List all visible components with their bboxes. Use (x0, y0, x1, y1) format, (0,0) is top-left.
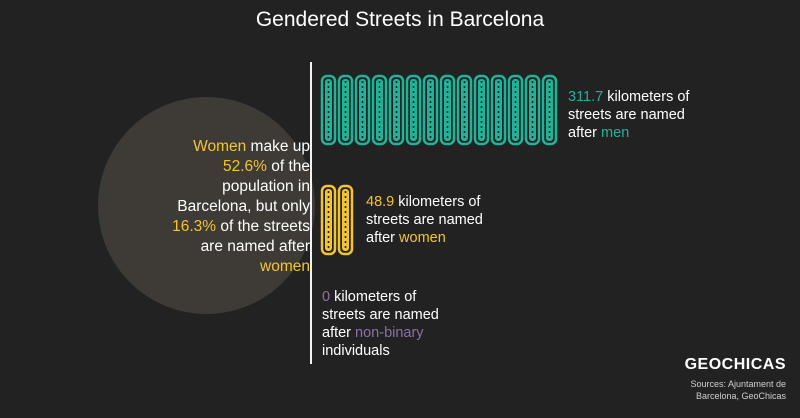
stat-text: after (366, 230, 400, 246)
nonbinary-stat: 0 kilometers of streets are named after … (322, 288, 439, 360)
women-label: Women (193, 138, 247, 155)
stat-text: streets are named (568, 107, 685, 123)
men-street (541, 74, 558, 146)
men-street (490, 74, 507, 146)
men-label: men (601, 125, 630, 141)
men-street (320, 74, 337, 146)
statement-text: of the (266, 158, 310, 175)
streets-percent: 16.3% (172, 218, 217, 235)
population-statement: Women make up 52.6% of the population in… (150, 137, 310, 277)
stat-text: after (568, 125, 602, 141)
men-street (524, 74, 541, 146)
women-street (320, 184, 337, 256)
men-km-value: 311.7 (568, 89, 604, 105)
statement-text: make up (246, 138, 310, 155)
men-street (388, 74, 405, 146)
page-title: Gendered Streets in Barcelona (255, 8, 545, 31)
women-km-value: 48.9 (366, 194, 395, 210)
population-percent: 52.6% (222, 158, 267, 175)
nonbinary-km-value: 0 (322, 289, 331, 305)
stat-text: kilometers of (394, 194, 481, 210)
men-street (405, 74, 422, 146)
nonbinary-label: non-binary (355, 325, 424, 341)
statement-text: population in (222, 178, 310, 195)
stat-text: streets are named (366, 212, 483, 228)
women-label: women (260, 258, 310, 275)
men-stat: 311.7 kilometers of streets are named af… (568, 88, 689, 142)
statement-text: are named after (200, 238, 310, 255)
women-stat: 48.9 kilometers of streets are named aft… (366, 193, 483, 247)
statement-text: Barcelona, but only (177, 198, 310, 215)
stat-text: kilometers of (603, 89, 690, 105)
stat-text: kilometers of (330, 289, 417, 305)
women-streets-pictogram (320, 184, 354, 256)
stat-text: after (322, 325, 356, 341)
women-street (337, 184, 354, 256)
women-label: women (399, 230, 446, 246)
men-street (456, 74, 473, 146)
men-streets-pictogram (320, 74, 558, 146)
men-street (507, 74, 524, 146)
population-circle (98, 97, 315, 314)
men-street (422, 74, 439, 146)
stat-text: streets are named (322, 307, 439, 323)
men-street (354, 74, 371, 146)
statement-text: of the streets (216, 218, 310, 235)
men-street (473, 74, 490, 146)
men-street (439, 74, 456, 146)
sources-note: Sources: Ajuntament de Barcelona, GeoChi… (690, 379, 786, 401)
vertical-divider (310, 62, 312, 364)
men-street (371, 74, 388, 146)
stat-text: individuals (322, 343, 390, 359)
men-street (337, 74, 354, 146)
geochicas-logo: GEOCHICAS (684, 356, 786, 373)
